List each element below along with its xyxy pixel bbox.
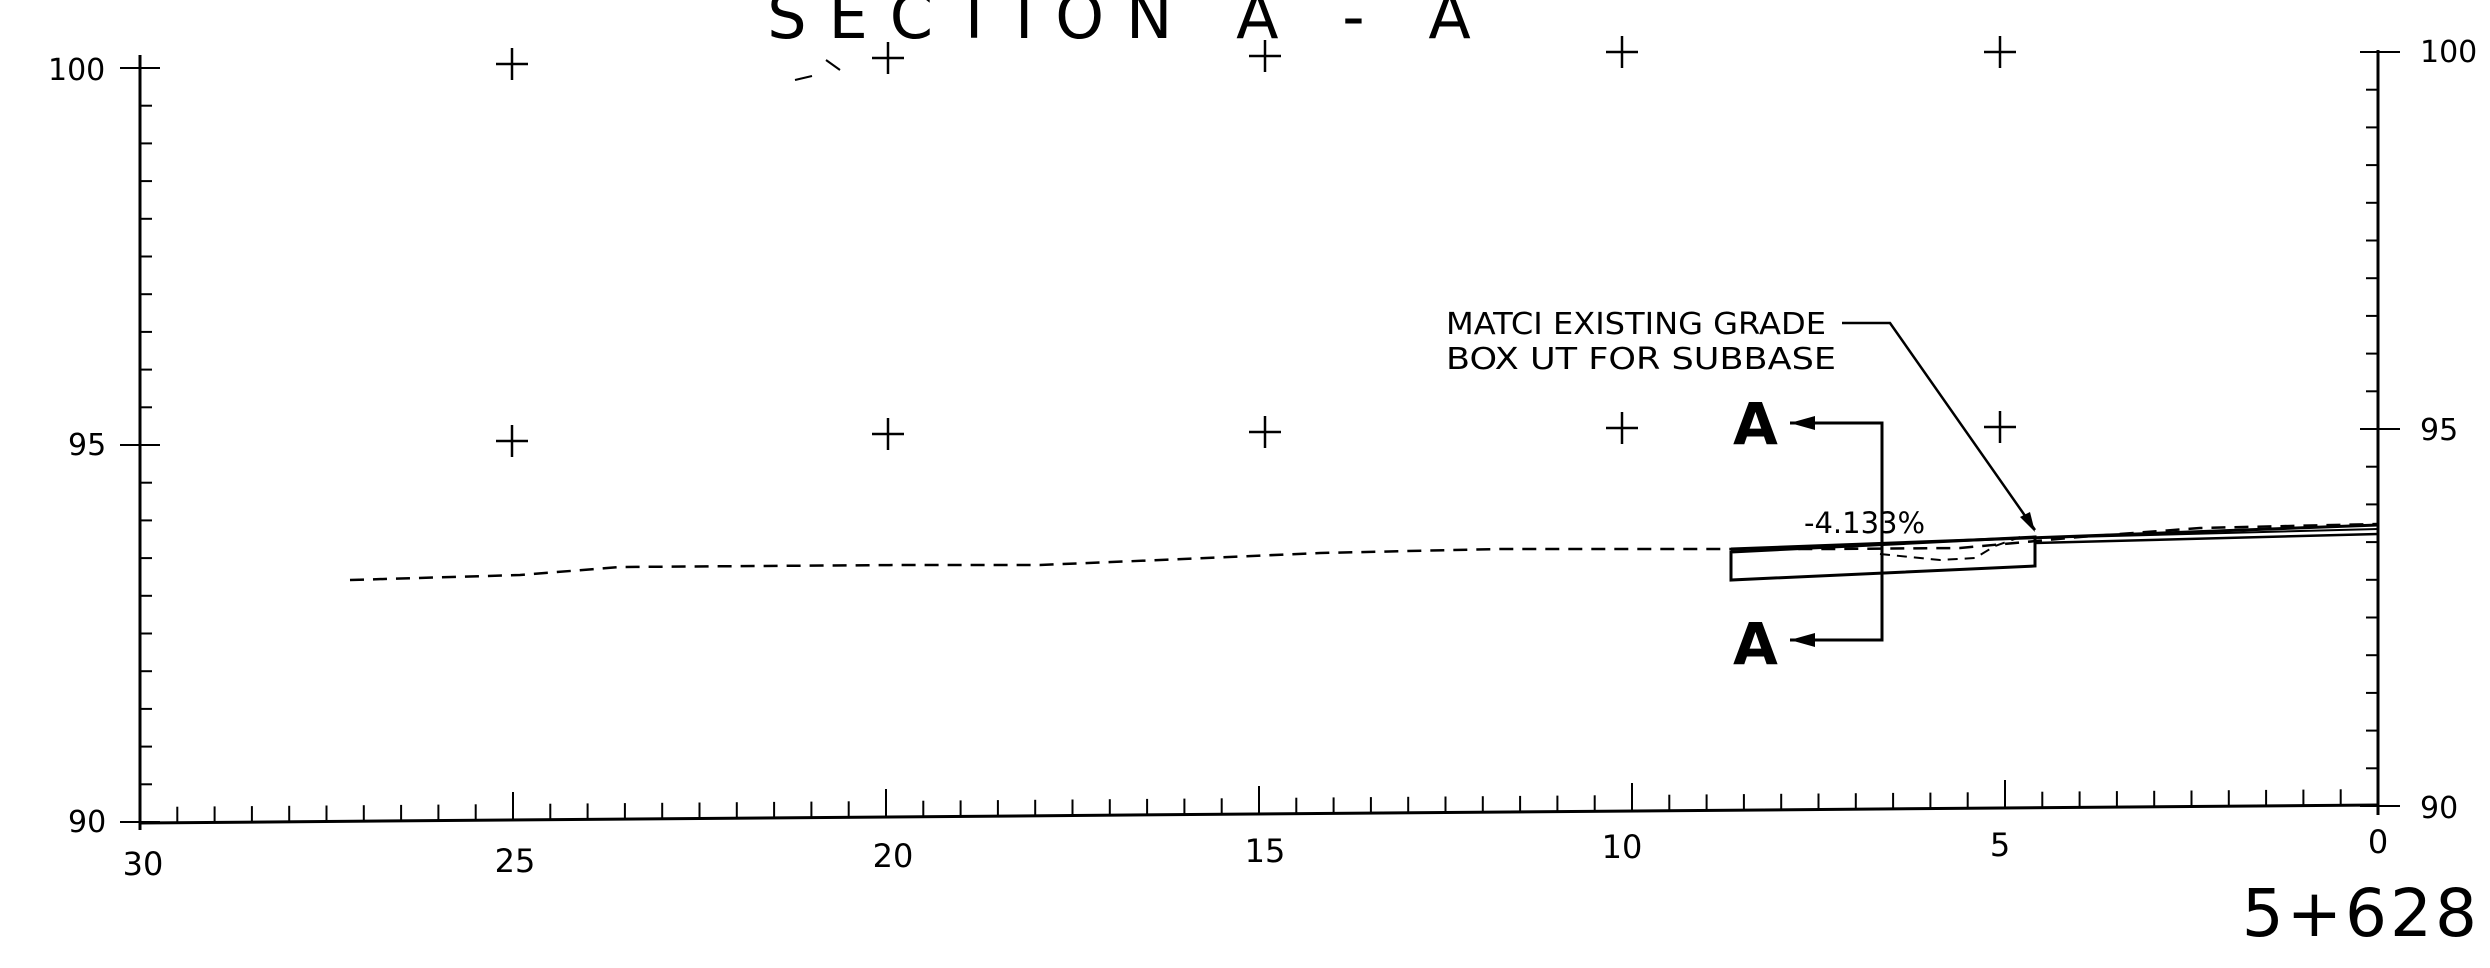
grade-annotation: MATCI EXISTING GRADE BOX UT FOR SUBBASE — [1446, 307, 2037, 532]
offset-label-0: 0 — [2368, 823, 2388, 861]
annotation-leader — [1842, 321, 2037, 531]
bottom-offset-axis: 30 25 20 15 10 5 0 — [123, 777, 2388, 883]
offset-label-25: 25 — [495, 842, 536, 880]
offset-label-15: 15 — [1245, 832, 1286, 870]
section-marker-top-label: A — [1733, 390, 1778, 458]
offset-label-20: 20 — [873, 837, 914, 875]
right-axis-label-100: 100 — [2420, 35, 2477, 70]
annotation-line-2: BOX UT FOR SUBBASE — [1446, 342, 1836, 377]
grid-crosses — [496, 36, 2016, 457]
left-elevation-axis: 100 95 90 — [48, 53, 160, 840]
section-title: SECTION A - A — [767, 0, 1492, 53]
station-label: 5+628 — [2242, 875, 2480, 952]
left-axis-label-90: 90 — [68, 805, 106, 840]
section-marker-bottom-label: A — [1733, 610, 1778, 678]
section-cut-marker: A A — [1733, 390, 1884, 678]
existing-ground-line — [349, 522, 2379, 582]
stray-mark — [794, 59, 841, 81]
slope-label: -4.133% — [1804, 506, 1925, 540]
offset-label-5: 5 — [1990, 826, 2010, 864]
right-axis-label-95: 95 — [2420, 413, 2458, 448]
offset-label-10: 10 — [1602, 828, 1643, 866]
right-elevation-axis: 100 95 90 — [2360, 35, 2477, 826]
offset-label-30: 30 — [123, 845, 164, 883]
right-axis-label-90: 90 — [2420, 791, 2458, 826]
annotation-line-1: MATCI EXISTING GRADE — [1446, 307, 1826, 342]
proposed-surface — [1730, 523, 2379, 551]
left-axis-label-100: 100 — [48, 53, 105, 88]
left-axis-label-95: 95 — [68, 428, 106, 463]
